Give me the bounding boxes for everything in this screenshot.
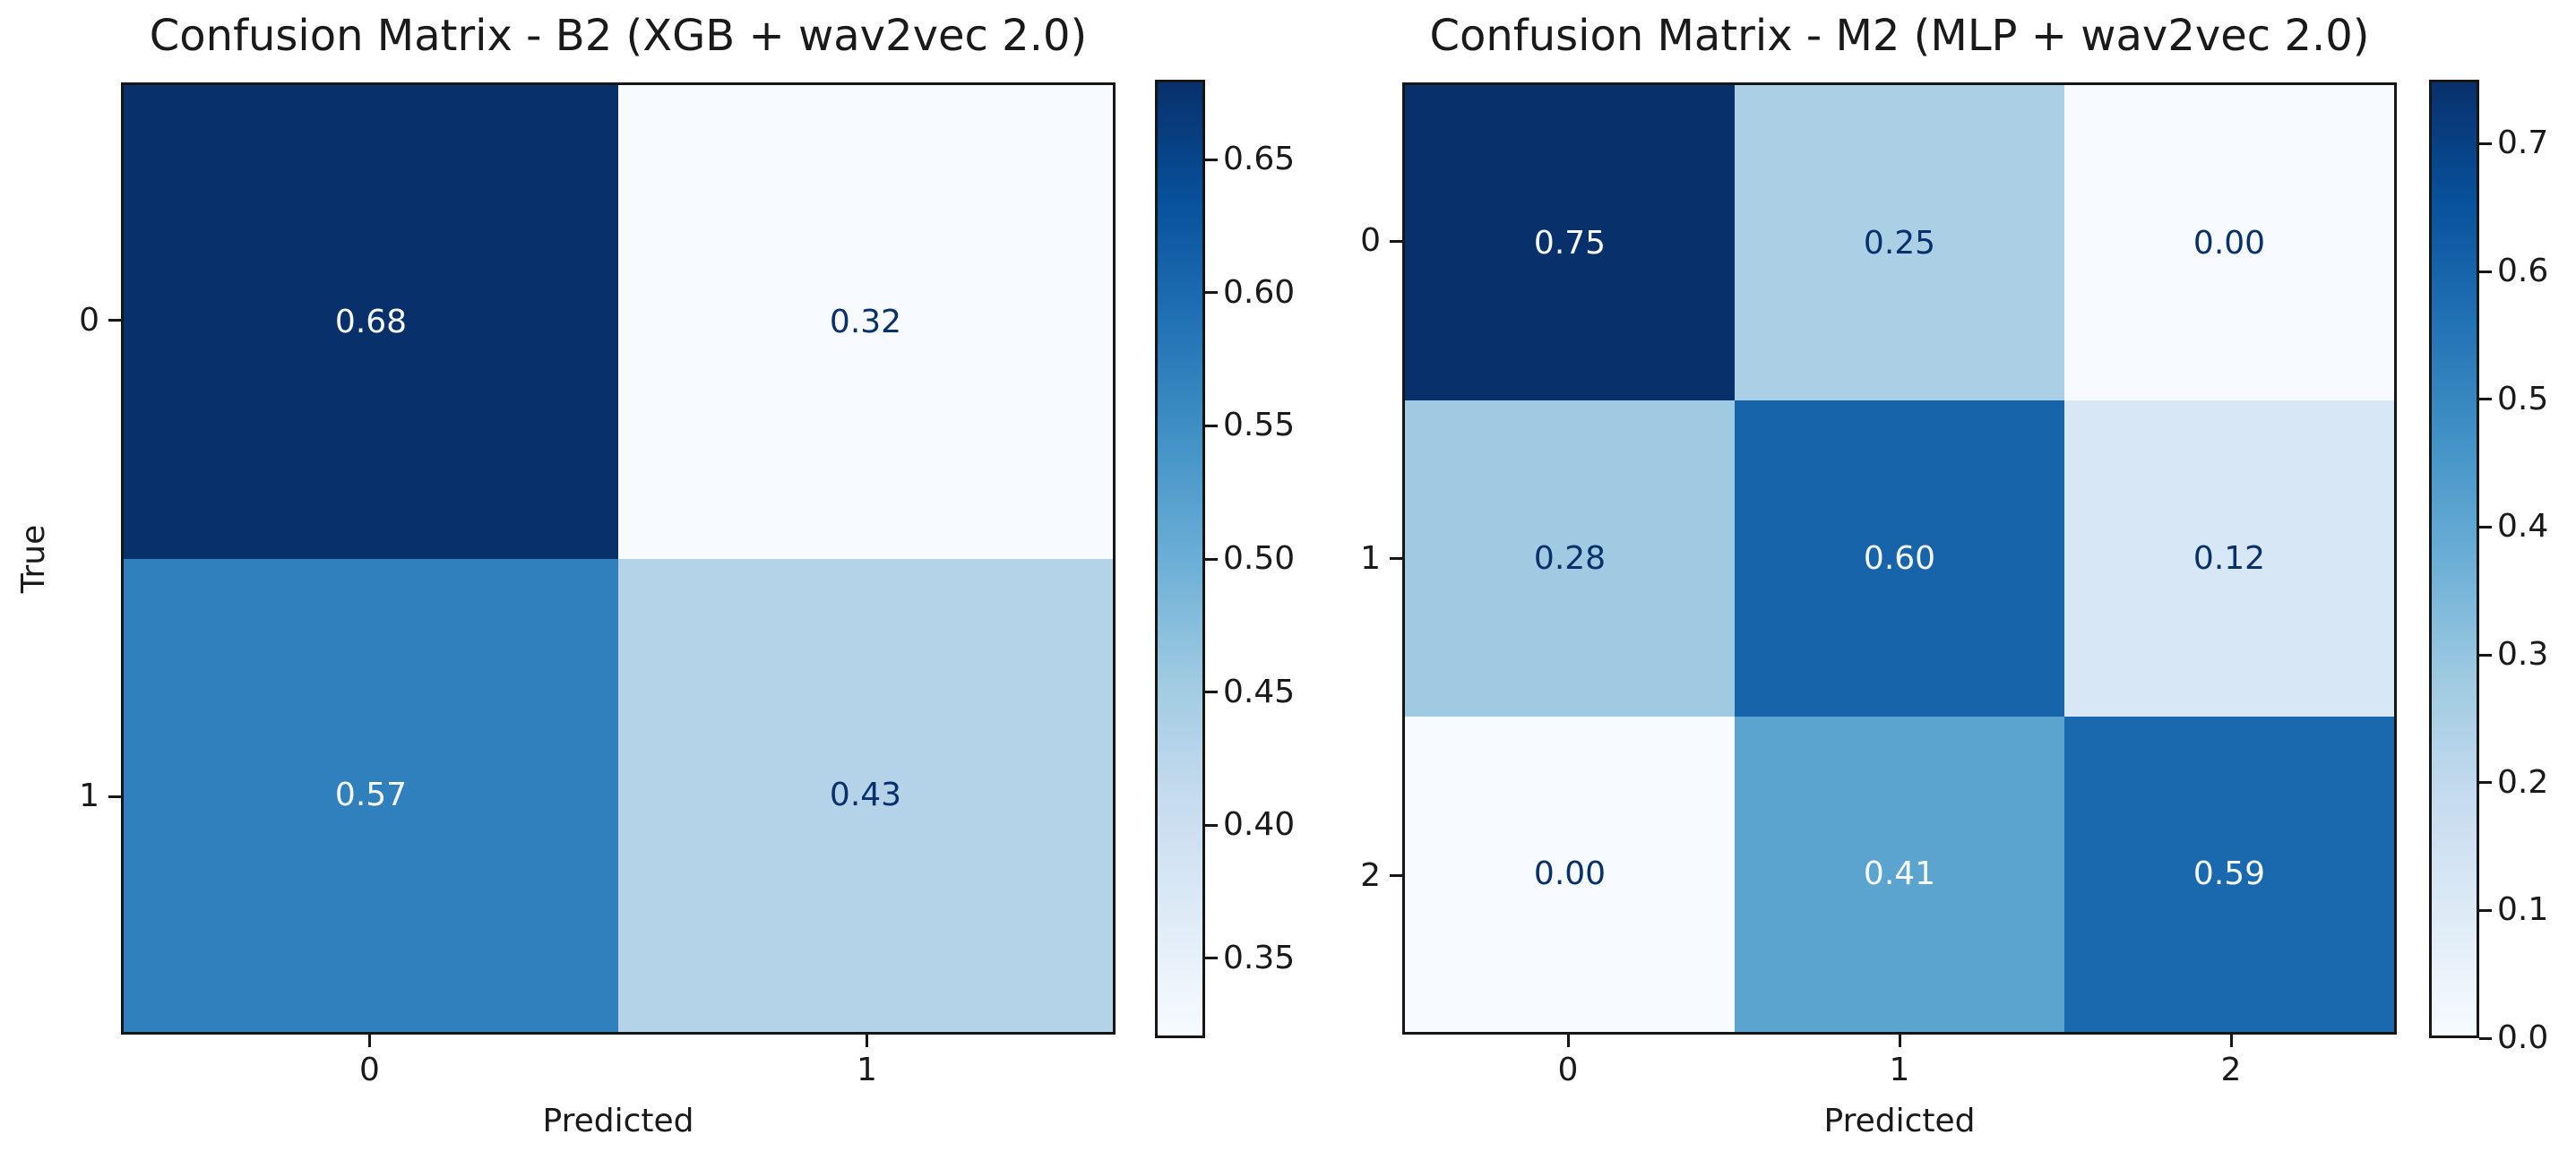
y-axis-label: True xyxy=(15,524,52,593)
y-tick-mark xyxy=(1390,874,1402,878)
cell-value-label: 0.12 xyxy=(2193,539,2266,577)
x-tick-label: 2 xyxy=(2220,1052,2242,1088)
x-tick-mark xyxy=(368,1035,371,1047)
colorbar-tick-mark xyxy=(2479,270,2492,273)
x-tick-label: 0 xyxy=(1557,1052,1579,1088)
colorbar-tick-mark xyxy=(1205,291,1218,295)
y-tick-label: 0 xyxy=(79,301,99,339)
y-tick-mark xyxy=(108,795,121,798)
colorbar-tick-mark xyxy=(2479,908,2492,912)
heatmap-cell-r1c1: 0.43 xyxy=(618,558,1113,1032)
colorbar-tick-mark xyxy=(2479,398,2492,401)
y-tick-label: 0 xyxy=(1360,222,1381,260)
x-tick-label: 1 xyxy=(1889,1052,1910,1088)
cell-value-label: 0.28 xyxy=(1533,539,1607,577)
colorbar-0 xyxy=(1155,80,1205,1038)
heatmap-cell-r0c0: 0.75 xyxy=(1405,85,1735,401)
chart-title-left: Confusion Matrix - B2 (XGB + wav2vec 2.0… xyxy=(149,11,1088,61)
colorbar-tick-mark xyxy=(2479,525,2492,528)
colorbar-tick-label: 0.6 xyxy=(2497,253,2549,289)
cell-value-label: 0.00 xyxy=(2193,224,2266,262)
cell-value-label: 0.57 xyxy=(334,777,408,814)
colorbar-tick-label: 0.0 xyxy=(2497,1019,2549,1056)
cell-value-label: 0.68 xyxy=(334,303,408,340)
heatmap-cell-r0c1: 0.25 xyxy=(1735,85,2064,401)
colorbar-tick-label: 0.45 xyxy=(1223,673,1296,710)
colorbar-tick-label: 0.35 xyxy=(1223,939,1296,976)
y-tick-mark xyxy=(1390,239,1402,243)
colorbar-tick-mark xyxy=(1205,158,1218,161)
cell-value-label: 0.59 xyxy=(2193,855,2266,893)
x-tick-mark xyxy=(2229,1035,2233,1047)
cell-value-label: 0.32 xyxy=(829,303,902,340)
y-tick-label: 2 xyxy=(1360,856,1381,894)
cell-value-label: 0.25 xyxy=(1863,224,1936,262)
y-tick-mark xyxy=(108,319,121,322)
colorbar-tick-mark xyxy=(2479,781,2492,785)
y-tick-label: 1 xyxy=(79,778,99,815)
colorbar-tick-label: 0.50 xyxy=(1223,540,1296,577)
x-axis-label: Predicted xyxy=(1823,1103,1976,1139)
chart-title-right: Confusion Matrix - M2 (MLP + wav2vec 2.0… xyxy=(1429,11,2370,61)
colorbar-tick-mark xyxy=(2479,653,2492,657)
colorbar-tick-mark xyxy=(1205,823,1218,827)
colorbar-tick-mark xyxy=(1205,957,1218,960)
colorbar-tick-label: 0.3 xyxy=(2497,636,2549,673)
x-tick-label: 1 xyxy=(857,1052,877,1088)
heatmap-cell-r1c0: 0.28 xyxy=(1405,400,1735,717)
x-tick-mark xyxy=(866,1035,868,1047)
cell-value-label: 0.60 xyxy=(1863,539,1936,577)
colorbar-tick-label: 0.5 xyxy=(2497,380,2549,417)
cell-value-label: 0.75 xyxy=(1533,224,1607,262)
heatmap-cell-r2c0: 0.00 xyxy=(1405,716,1735,1032)
colorbar-tick-label: 0.4 xyxy=(2497,508,2549,546)
colorbar-tick-label: 0.65 xyxy=(1223,141,1296,178)
colorbar-tick-mark xyxy=(1205,424,1218,427)
heatmap-plot-0: 0.68 0.32 0.57 0.43 xyxy=(121,82,1116,1035)
x-tick-mark xyxy=(1566,1035,1570,1047)
heatmap-cell-r2c2: 0.59 xyxy=(2064,716,2394,1032)
colorbar-tick-label: 0.60 xyxy=(1223,273,1296,311)
colorbar-tick-label: 0.7 xyxy=(2497,125,2549,162)
colorbar-1 xyxy=(2429,80,2479,1038)
heatmap-cell-r1c1: 0.60 xyxy=(1735,400,2064,717)
colorbar-tick-label: 0.1 xyxy=(2497,891,2549,929)
colorbar-tick-mark xyxy=(2479,1036,2492,1040)
y-tick-mark xyxy=(1390,557,1402,560)
y-tick-label: 1 xyxy=(1360,539,1381,577)
x-tick-label: 0 xyxy=(359,1052,380,1088)
heatmap-cell-r0c2: 0.00 xyxy=(2064,85,2394,401)
x-axis-label: Predicted xyxy=(542,1103,694,1139)
x-tick-mark xyxy=(1898,1035,1901,1047)
cell-value-label: 0.43 xyxy=(829,777,902,814)
colorbar-tick-label: 0.2 xyxy=(2497,763,2549,801)
cell-value-label: 0.41 xyxy=(1863,855,1936,893)
heatmap-cell-r0c1: 0.32 xyxy=(618,85,1113,559)
colorbar-tick-mark xyxy=(1205,691,1218,694)
heatmap-cell-r2c1: 0.41 xyxy=(1735,716,2064,1032)
colorbar-tick-mark xyxy=(1205,557,1218,561)
heatmap-cell-r0c0: 0.68 xyxy=(124,85,618,559)
heatmap-cell-r1c0: 0.57 xyxy=(124,558,618,1032)
colorbar-tick-label: 0.55 xyxy=(1223,407,1296,444)
cell-value-label: 0.00 xyxy=(1533,855,1607,893)
colorbar-tick-mark xyxy=(2479,142,2492,145)
heatmap-cell-r1c2: 0.12 xyxy=(2064,400,2394,717)
heatmap-plot-1: 0.75 0.25 0.00 0.28 0.60 0.12 0.00 0.41 0.59 xyxy=(1402,82,2397,1035)
colorbar-tick-label: 0.40 xyxy=(1223,806,1296,844)
